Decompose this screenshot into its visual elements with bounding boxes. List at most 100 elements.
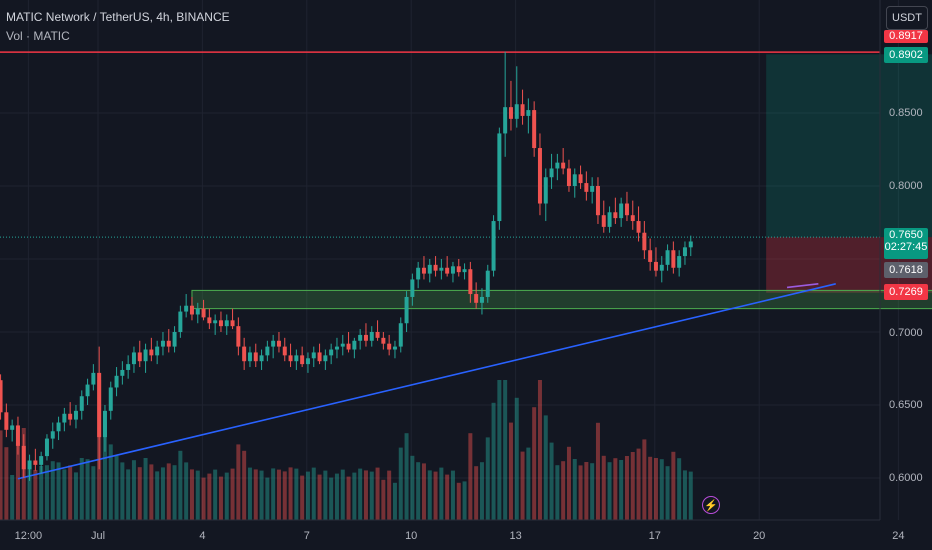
volume-bar — [265, 477, 270, 520]
volume-bar — [201, 477, 206, 520]
candle-body — [520, 104, 525, 116]
candle-body — [85, 384, 90, 397]
candle-body — [404, 296, 409, 324]
volume-bar — [155, 471, 160, 520]
candle-body — [468, 269, 473, 295]
candle-body — [288, 355, 293, 362]
candle-body — [10, 425, 15, 430]
candle-body — [503, 107, 508, 134]
volume-bar — [677, 458, 682, 520]
volume-bar — [381, 479, 386, 520]
volume-bar — [114, 456, 119, 520]
volume-bar — [642, 439, 647, 520]
price-tick: 0.8500 — [889, 107, 923, 119]
volume-bar — [56, 462, 61, 520]
candle-body — [294, 355, 299, 362]
volume-indicator-label[interactable]: Vol · MATIC — [6, 29, 70, 43]
candle-body — [648, 250, 653, 262]
candle-body — [352, 340, 357, 350]
volume-bar — [184, 462, 189, 520]
candle-body — [166, 340, 171, 347]
candle-body — [155, 346, 160, 356]
volume-bar — [682, 470, 687, 520]
volume-bar — [398, 447, 403, 520]
price-tick: 0.6000 — [889, 472, 923, 484]
candle-body — [172, 332, 177, 347]
candle-body — [276, 340, 281, 347]
date-tick: 24 — [892, 530, 905, 542]
volume-bar — [166, 463, 171, 520]
candle-body — [184, 305, 189, 312]
candle-body — [358, 334, 363, 341]
candle-body — [653, 261, 658, 271]
volume-bar — [671, 451, 676, 520]
candle-body — [491, 221, 496, 271]
candle-body — [595, 186, 600, 216]
volume-bar — [242, 450, 247, 520]
volume-bar — [450, 470, 455, 520]
candle-body — [381, 337, 386, 344]
chart-title: MATIC Network / TetherUS, 4h, BINANCE — [6, 10, 230, 24]
candle-body — [671, 250, 676, 268]
volume-bar — [102, 421, 107, 520]
candle-body — [526, 110, 531, 116]
volume-bar — [433, 471, 438, 520]
entry-price-tag: 0.7650 02:27:45 — [884, 228, 928, 259]
candle-body — [33, 460, 38, 465]
volume-bar — [410, 455, 415, 520]
candle-body — [688, 241, 693, 248]
volume-bar — [665, 466, 670, 520]
volume-bar — [421, 463, 426, 520]
volume-bar — [462, 481, 467, 520]
candle-body — [242, 346, 247, 362]
volume-bar — [33, 470, 38, 520]
volume-bar — [126, 469, 131, 520]
volume-bar — [10, 475, 15, 520]
trendline-extension — [786, 283, 819, 289]
candle-body — [21, 445, 26, 470]
volume-bar — [131, 460, 136, 520]
candlestick-series — [0, 51, 693, 481]
volume-bar — [340, 469, 345, 520]
lightning-bolt-icon[interactable]: ⚡ — [702, 496, 720, 514]
candle-body — [149, 349, 154, 356]
volume-bar — [213, 469, 218, 520]
volume-bar — [491, 402, 496, 520]
volume-bar — [358, 468, 363, 520]
date-tick: 13 — [509, 530, 522, 542]
candle-body — [79, 396, 84, 411]
candle-body — [636, 221, 641, 233]
volume-bar — [85, 459, 90, 520]
volume-bar — [271, 468, 276, 520]
volume-bar — [68, 465, 73, 520]
candle-body — [613, 212, 618, 219]
volume-bar — [0, 430, 3, 520]
candle-body — [590, 186, 595, 192]
currency-button[interactable]: USDT — [886, 6, 928, 30]
date-tick: 12:00 — [14, 530, 43, 542]
candle-body — [271, 340, 276, 347]
volume-bar — [305, 471, 310, 520]
candle-body — [624, 203, 629, 216]
candle-body — [282, 346, 287, 356]
candle-body — [630, 215, 635, 222]
candle-body — [236, 326, 241, 347]
volume-bar — [520, 451, 525, 520]
volume-bar — [613, 458, 618, 520]
candle-body — [572, 174, 577, 186]
candle-body — [514, 104, 519, 119]
volume-bar — [416, 462, 421, 520]
candle-body — [619, 203, 624, 219]
candle-body — [44, 438, 49, 457]
candle-body — [416, 267, 421, 280]
candle-body — [497, 133, 502, 222]
volume-bar — [508, 422, 513, 520]
take-profit-zone — [766, 54, 932, 238]
volume-bar — [108, 444, 113, 520]
candle-body — [131, 352, 136, 365]
volume-bar — [288, 467, 293, 520]
volume-bar — [485, 437, 490, 520]
volume-bar — [363, 470, 368, 520]
volume-bar — [474, 466, 479, 520]
